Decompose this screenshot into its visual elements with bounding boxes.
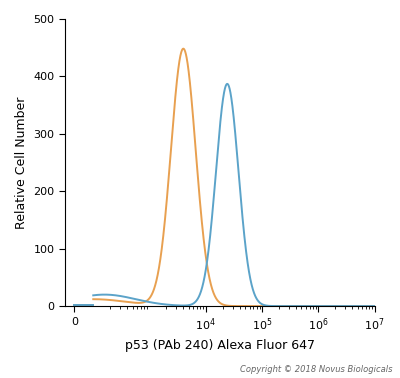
Y-axis label: Relative Cell Number: Relative Cell Number xyxy=(15,96,28,229)
X-axis label: p53 (PAb 240) Alexa Fluor 647: p53 (PAb 240) Alexa Fluor 647 xyxy=(125,339,315,352)
Text: Copyright © 2018 Novus Biologicals: Copyright © 2018 Novus Biologicals xyxy=(240,365,392,374)
